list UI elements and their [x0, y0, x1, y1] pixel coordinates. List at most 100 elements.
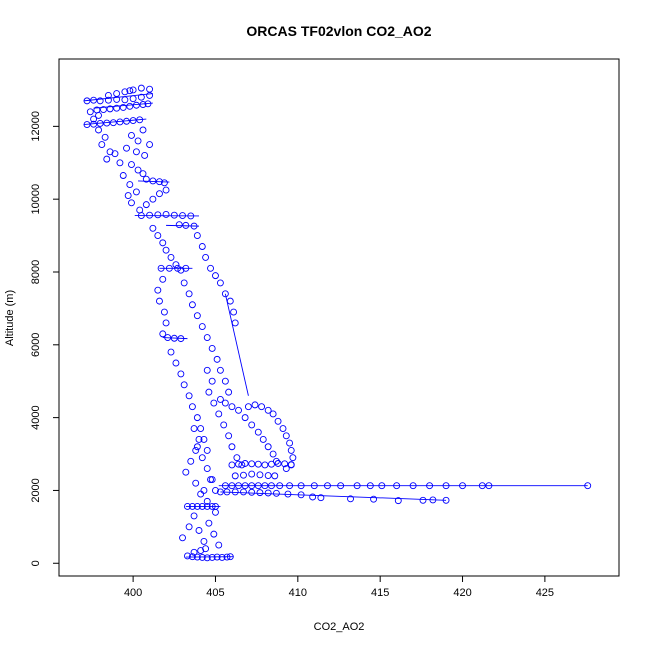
data-point	[192, 446, 200, 454]
data-point	[225, 388, 233, 396]
data-point	[208, 377, 216, 385]
data-point	[159, 275, 167, 283]
data-point	[215, 541, 223, 549]
data-point	[142, 175, 150, 183]
data-point	[172, 359, 180, 367]
data-point	[289, 454, 297, 462]
data-point	[149, 195, 157, 203]
data-point	[86, 108, 94, 116]
data-point	[187, 457, 195, 465]
data-point	[240, 471, 247, 479]
data-point	[190, 425, 198, 432]
data-point	[228, 403, 236, 411]
y-tick-label: 2000	[30, 478, 42, 502]
data-point	[159, 330, 167, 338]
data-point	[185, 392, 193, 400]
data-point	[207, 264, 214, 272]
data-point	[200, 537, 208, 545]
data-point	[124, 192, 132, 199]
data-point	[256, 471, 264, 479]
data-point	[235, 406, 242, 414]
connector-line	[138, 180, 170, 183]
data-point	[261, 461, 269, 469]
data-point	[180, 279, 188, 287]
x-tick-label: 415	[371, 587, 389, 599]
data-point	[101, 133, 109, 141]
data-point	[193, 312, 201, 320]
data-point	[154, 211, 162, 219]
data-point	[213, 355, 221, 363]
data-point	[134, 166, 142, 174]
data-point	[251, 401, 259, 409]
data-point	[269, 410, 277, 418]
data-point	[132, 188, 140, 196]
data-point	[139, 126, 147, 134]
data-point	[272, 489, 280, 497]
data-point	[106, 148, 114, 156]
data-point	[132, 101, 140, 109]
data-point	[106, 105, 114, 113]
data-point	[180, 381, 188, 389]
data-point	[347, 495, 354, 503]
data-point	[205, 519, 213, 527]
data-point	[269, 450, 277, 458]
data-point	[248, 421, 256, 429]
data-point	[193, 414, 201, 422]
data-point	[139, 170, 147, 178]
data-point	[119, 172, 127, 179]
data-point	[231, 488, 239, 496]
data-point	[149, 224, 157, 232]
y-axis: 0 2000 4000 6000 8000 10000 12000	[30, 111, 60, 566]
data-point	[282, 432, 290, 440]
x-tick-label: 400	[124, 587, 142, 599]
data-point	[193, 443, 201, 451]
data-point	[111, 150, 119, 158]
data-point	[159, 239, 167, 247]
data-point	[241, 414, 249, 422]
data-point	[123, 144, 130, 152]
data-point	[286, 439, 294, 447]
connector-line	[162, 337, 188, 340]
connector-line	[83, 118, 147, 125]
data-point	[146, 85, 154, 93]
data-point	[254, 460, 262, 468]
data-layer	[83, 84, 592, 562]
data-point	[156, 297, 163, 305]
data-point	[264, 443, 272, 451]
data-point	[274, 460, 282, 467]
data-point	[126, 102, 134, 110]
data-point	[208, 344, 216, 352]
data-point	[228, 461, 236, 469]
x-tick-label: 405	[206, 587, 224, 599]
data-point	[156, 190, 163, 198]
data-point	[137, 84, 145, 92]
data-point	[195, 527, 203, 534]
data-point	[210, 530, 218, 538]
data-point	[203, 446, 211, 454]
data-point	[146, 141, 154, 149]
data-point	[188, 403, 196, 411]
data-point	[198, 454, 206, 462]
data-point	[282, 465, 290, 473]
data-point	[100, 106, 107, 114]
data-point	[116, 159, 124, 167]
data-point	[162, 319, 170, 327]
data-point	[162, 246, 170, 254]
data-point	[103, 155, 111, 163]
data-point	[254, 428, 262, 436]
data-point	[230, 308, 238, 316]
data-point	[198, 553, 206, 561]
data-point	[248, 488, 256, 496]
data-point	[202, 253, 210, 261]
plot-frame	[58, 58, 620, 577]
data-point	[272, 457, 280, 465]
data-point	[226, 297, 234, 305]
data-point	[190, 512, 198, 520]
chart-title: ORCAS TF02vlon CO2_AO2	[246, 23, 431, 39]
data-point	[419, 496, 427, 504]
data-point	[197, 547, 205, 554]
data-point	[225, 432, 233, 440]
data-point	[271, 472, 279, 480]
data-point	[317, 494, 325, 502]
data-point	[126, 87, 134, 95]
